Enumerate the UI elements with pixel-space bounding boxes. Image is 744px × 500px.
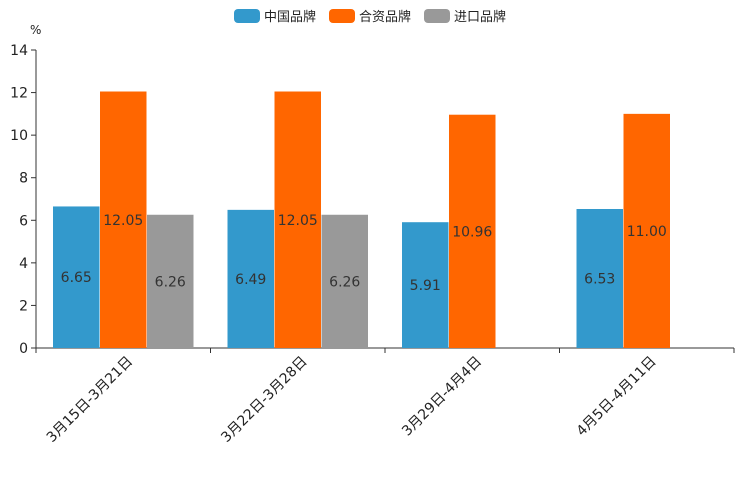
y-tick-label: 10 [10,128,28,144]
legend-swatch [234,9,260,23]
y-tick-label: 14 [10,43,28,59]
data-label: 6.65 [61,270,92,286]
x-category-label: 4月5日-4月11日 [574,354,660,440]
y-tick-label: 12 [10,86,28,102]
y-tick-label: 6 [19,213,28,229]
y-tick-label: 8 [19,171,28,187]
legend-swatch [329,9,355,23]
data-label: 12.05 [278,213,318,229]
data-label: 5.91 [410,278,441,294]
bar-合资品牌 [100,91,147,348]
x-category-label: 3月22日-3月28日 [218,354,310,446]
bar-中国品牌 [227,209,274,348]
bar-中国品牌 [402,222,449,348]
data-label: 6.53 [584,272,615,288]
legend-label: 合资品牌 [359,9,411,25]
legend-label: 中国品牌 [264,9,316,25]
y-tick-label: 2 [19,298,28,314]
bar-合资品牌 [623,113,670,348]
bar-进口品牌 [321,214,368,348]
data-label: 6.26 [329,274,360,290]
bar-中国品牌 [53,206,100,348]
bar-进口品牌 [147,214,194,348]
data-label: 11.00 [627,224,667,240]
y-tick-label: 0 [19,341,28,357]
data-label: 10.96 [452,224,492,240]
legend-label: 进口品牌 [454,9,506,25]
x-category-label: 3月15日-3月21日 [44,354,136,446]
legend-swatch [424,9,450,23]
y-tick-label: 4 [19,256,28,272]
data-label: 6.26 [155,274,186,290]
bar-合资品牌 [449,114,496,348]
bar-合资品牌 [274,91,321,348]
y-axis-unit: % [30,23,41,37]
data-label: 12.05 [103,213,143,229]
data-label: 6.49 [235,272,266,288]
x-category-label: 3月29日-4月4日 [399,354,485,440]
bar-中国品牌 [576,209,623,348]
